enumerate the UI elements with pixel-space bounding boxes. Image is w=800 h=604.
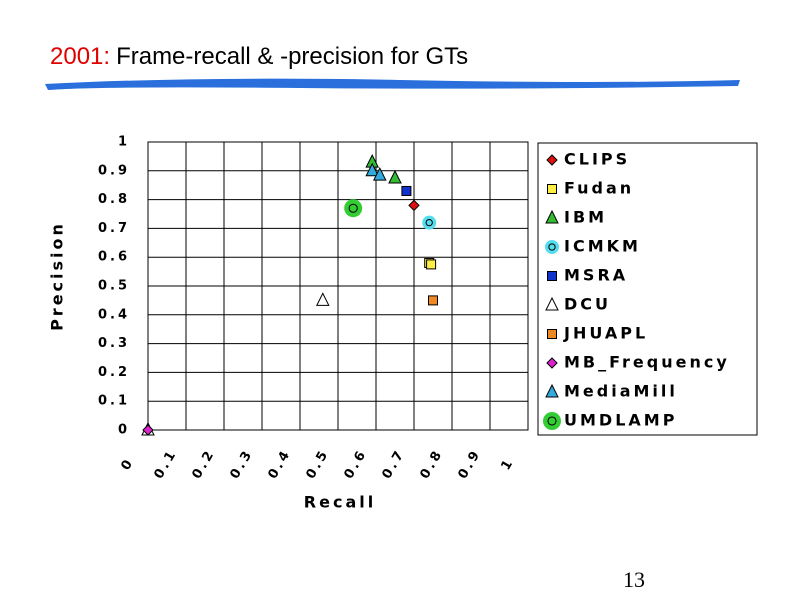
legend-label: DCU [564,295,611,314]
marker-outer [422,215,437,230]
legend-marker [547,329,557,339]
legend-label: IBM [564,208,607,227]
marker [344,199,363,218]
marker-inner [348,203,358,213]
marker [401,185,412,196]
legend-label: CLIPS [564,150,630,169]
marker [422,215,437,230]
y-tick-label: 0 [118,423,130,438]
marker [372,167,387,181]
y-tick-label: 0.4 [98,307,130,322]
legend-box [537,142,758,436]
title-prefix: 2001: [50,43,110,70]
legend-label: UMDLAMP [564,411,677,430]
legend-marker [545,209,559,224]
marker-inner [547,416,557,426]
legend-marker [546,154,558,166]
y-tick-label: 0.9 [98,163,130,178]
legend-marker [543,412,561,430]
legend-marker [546,357,558,369]
y-tick-label: 0.6 [98,250,130,265]
y-tick-label: 0.7 [98,221,130,236]
marker [388,169,402,184]
legend-label: MB_Frequency [564,353,730,372]
x-tick-label: 0.1 [151,446,180,481]
x-tick-label: 0.6 [341,446,370,481]
x-axis-label: Recall [304,493,376,512]
marker [315,292,330,306]
page-number: 13 [623,567,645,592]
legend-marker [547,271,557,281]
y-tick-label: 1 [118,135,130,150]
legend-label: ICMKM [564,237,641,256]
slide-title: 2001: Frame-recall & -precision for GTs [50,43,468,70]
y-tick-label: 0.2 [98,365,130,380]
legend-label: Fudan [564,179,634,198]
marker-outer [543,412,561,430]
legend-marker [545,296,559,311]
x-tick-label: 0.3 [227,446,256,481]
legend-marker [545,240,559,254]
y-tick-label: 0.1 [98,394,130,409]
marker [365,162,380,177]
x-tick-label: 0.9 [455,446,484,481]
legend-label: MediaMill [564,382,678,401]
legend-label: JHUAPL [563,324,648,343]
marker-outer [545,240,559,254]
title-underline [45,78,740,90]
marker [428,295,438,306]
x-tick-label: 0.7 [379,446,408,481]
y-tick-label: 0.8 [98,192,130,207]
legend-label: MSRA [564,266,628,285]
marker-inner [425,218,433,227]
x-tick-label: 0 [118,455,137,473]
y-tick-label: 0.5 [98,279,130,294]
x-tick-label: 0.5 [303,446,332,481]
y-axis-label: Precision [48,221,67,331]
x-tick-label: 0.8 [417,446,446,481]
y-tick-label: 0.3 [98,336,130,351]
marker-outer [344,199,363,218]
x-tick-label: 0.2 [189,446,218,481]
title-text: Frame-recall & -precision for GTs [116,43,468,70]
legend-marker [547,184,557,194]
marker-inner [548,243,556,251]
marker [408,199,420,212]
marker [426,259,437,270]
legend-marker [545,383,559,398]
marker [142,424,154,436]
x-tick-label: 1 [498,455,517,473]
x-tick-label: 0.4 [265,446,294,481]
